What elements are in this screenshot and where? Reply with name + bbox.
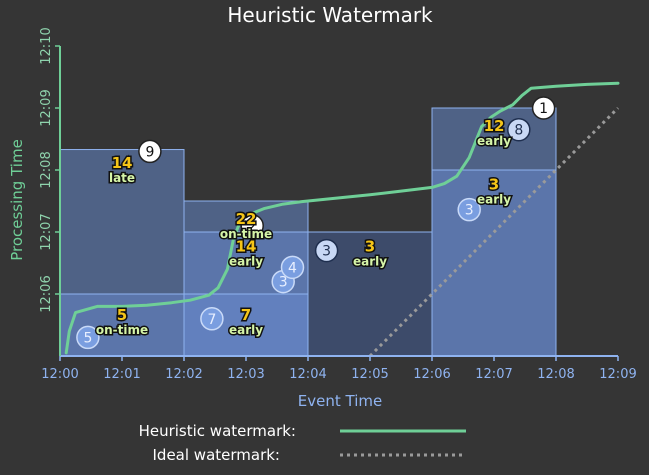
- x-tick-label: 12:02: [165, 367, 202, 382]
- axes-layer: [59, 46, 618, 357]
- element-circle: [138, 139, 162, 164]
- element-value: 7: [207, 312, 216, 328]
- x-axis-title: Event Time: [298, 392, 382, 410]
- element-circle: [457, 197, 481, 222]
- pane-2: 5on-time: [94, 304, 149, 338]
- ideal-watermark-layer: [368, 106, 620, 358]
- pane-timing: early: [477, 193, 511, 207]
- y-tick-label: 12:09: [39, 89, 54, 126]
- legend: Heuristic watermark: Ideal watermark:: [139, 422, 466, 464]
- element-circle: [76, 325, 100, 350]
- y-tick-label: 12:07: [39, 213, 54, 250]
- x-tick-label: 12:01: [103, 367, 140, 382]
- element-value: 4: [288, 260, 297, 276]
- x-tick-label: 12:08: [537, 367, 574, 382]
- element-circle: [240, 214, 264, 238]
- y-tick-label: 12:10: [39, 27, 54, 64]
- pane-value: 7: [241, 306, 251, 324]
- element-7: 3: [314, 238, 339, 263]
- pane-value: 22: [236, 210, 257, 228]
- legend-label-ideal: Ideal watermark:: [153, 446, 281, 464]
- element-3: 7: [200, 307, 224, 331]
- element-1: 5: [76, 325, 100, 350]
- element-circle: [200, 307, 224, 331]
- y-axis-title: Processing Time: [8, 139, 26, 261]
- pane-timing: late: [109, 171, 135, 185]
- x-tick-label: 12:06: [413, 367, 450, 382]
- y-tick-label: 12:06: [39, 275, 54, 312]
- element-value: 2: [248, 219, 257, 235]
- pane-value: 3: [365, 238, 375, 256]
- pane-timing: early: [229, 323, 263, 337]
- pane-value: 12: [484, 117, 505, 135]
- element-value: 3: [465, 203, 474, 219]
- pane-timing: on-time: [96, 323, 148, 337]
- element-circle: [280, 255, 305, 280]
- heuristic-watermark-line: [64, 81, 620, 355]
- pane-timing: early: [477, 134, 511, 148]
- pane-timing: on-time: [220, 227, 272, 241]
- element-circle: [314, 238, 339, 263]
- pane-value: 14: [236, 238, 257, 256]
- pane-value: 3: [489, 176, 499, 194]
- x-tick-label: 12:00: [41, 367, 78, 382]
- element-circle: [531, 96, 556, 120]
- legend-label-heuristic: Heuristic watermark:: [139, 422, 296, 440]
- element-value: 8: [514, 123, 523, 139]
- pane-value: 5: [117, 306, 127, 324]
- x-tick-label: 12:04: [289, 367, 326, 382]
- y-tick-label: 12:08: [39, 151, 54, 188]
- element-value: 3: [279, 275, 288, 291]
- element-value: 1: [539, 101, 548, 117]
- element-9: 8: [507, 117, 531, 142]
- pane-timing: early: [353, 255, 387, 269]
- pane-value: 14: [112, 154, 133, 172]
- pane-timing: early: [229, 255, 263, 269]
- x-tick-label: 12:05: [351, 367, 388, 382]
- element-6: 4: [280, 255, 305, 280]
- element-8: 3: [457, 197, 481, 222]
- element-10: 1: [531, 96, 556, 120]
- diagram-title: Heuristic Watermark: [227, 3, 433, 27]
- element-circle: [507, 117, 531, 142]
- panes-layer: 14late5on-time22on-time14early7early3ear…: [94, 115, 512, 338]
- window-4-fill-1: [431, 169, 557, 357]
- element-value: 5: [83, 330, 92, 346]
- x-tick-label: 12:09: [599, 367, 636, 382]
- window-1: [59, 149, 185, 357]
- element-value: 3: [322, 244, 331, 260]
- ticks-layer: 12:00 12:01 12:02 12:03 12:04 12:05 12:06 12:07…: [39, 27, 637, 382]
- heuristic-watermark-layer: [64, 81, 620, 355]
- x-tick-label: 12:07: [475, 367, 512, 382]
- element-value: 9: [145, 144, 154, 160]
- element-2: 9: [138, 139, 162, 164]
- element-4: 2: [240, 214, 264, 238]
- x-tick-label: 12:03: [227, 367, 264, 382]
- ideal-watermark-line: [368, 106, 620, 358]
